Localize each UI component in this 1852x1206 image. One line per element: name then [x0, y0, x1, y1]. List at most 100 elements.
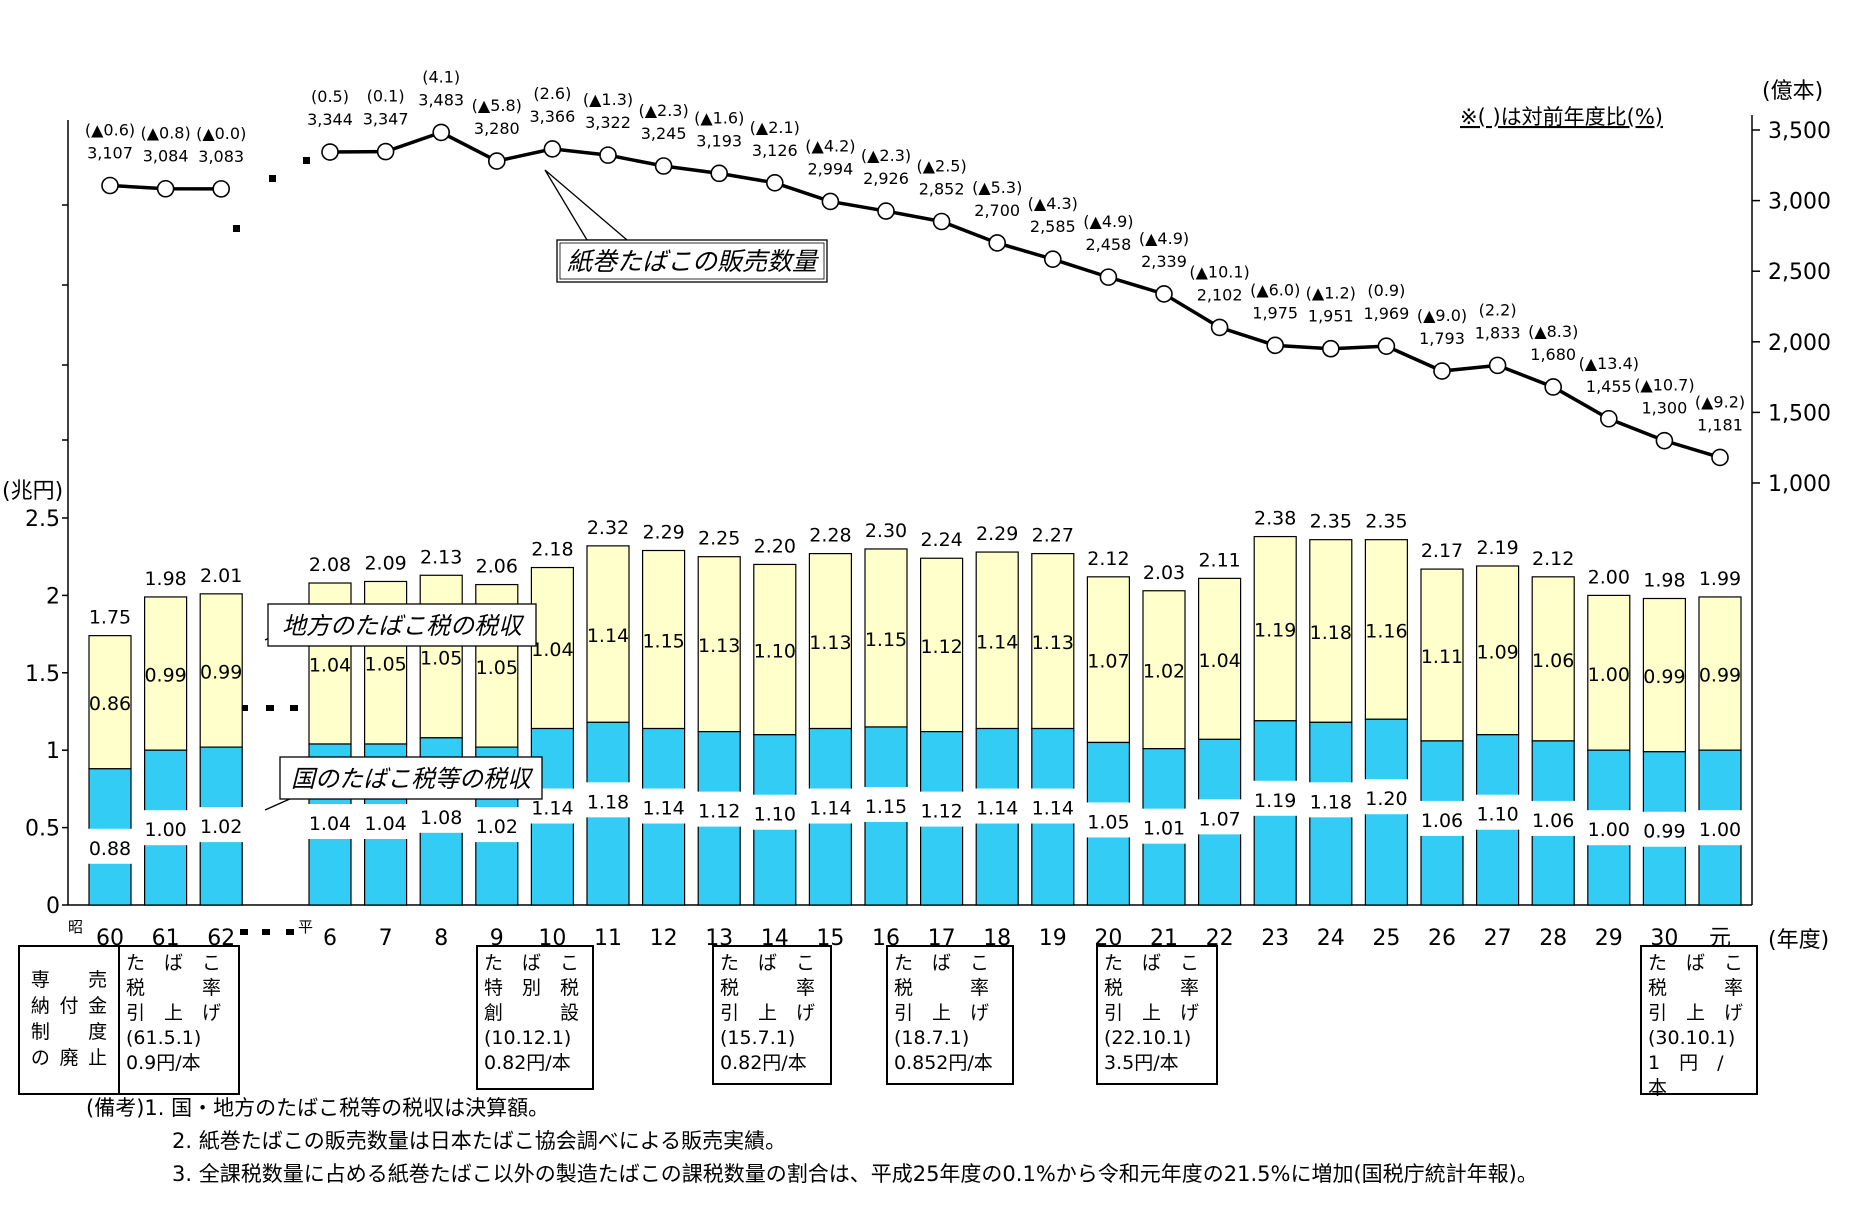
x-tick-label: 8 [434, 926, 448, 951]
x-tick-label: 12 [650, 926, 678, 951]
sales-point [1433, 362, 1451, 380]
bar-local [864, 548, 908, 728]
sales-yoy-label: (▲9.0) [1417, 306, 1467, 325]
sales-value-label: 3,322 [585, 113, 631, 132]
bar-label-band [363, 804, 408, 840]
x-unit: (年度) [1768, 928, 1829, 953]
national-value-label: 1.12 [698, 801, 740, 823]
local-value-label: 1.13 [809, 632, 851, 654]
bar-local [1531, 576, 1575, 742]
national-value-label: 1.06 [1532, 810, 1574, 832]
total-value-label: 2.13 [420, 546, 462, 568]
national-value-label: 1.14 [642, 798, 684, 820]
local-value-label: 1.13 [698, 635, 740, 657]
local-value-label: 1.04 [1198, 650, 1240, 672]
sales-value-label: 2,994 [807, 159, 853, 178]
note-box-monopoly-column: 付 廃 [59, 967, 78, 1089]
bar-label-band [474, 807, 519, 843]
sales-line-segment-heisei [329, 130, 1721, 460]
note-box-1998-line: (10.12.1) [484, 1027, 572, 1049]
local-value-label: 1.13 [1032, 632, 1074, 654]
remarks: (備考)1. 国・地方のたばこ税等の税収は決算額。 2. 紙巻たばこの販売数量は… [86, 1092, 1538, 1191]
sales-point [988, 234, 1007, 252]
bar-label-band [1253, 780, 1298, 816]
total-value-label: 2.01 [200, 565, 242, 587]
bar-label-band [308, 804, 352, 840]
sales-yoy-label: (▲10.7) [1634, 376, 1694, 395]
sales-point [1711, 448, 1729, 467]
sales-yoy-label: (▲0.0) [196, 124, 246, 143]
local-value-label: 1.10 [754, 641, 796, 663]
total-value-label: 2.30 [865, 520, 907, 542]
sales-point [1544, 378, 1562, 396]
national-value-label: 1.20 [1365, 788, 1407, 810]
note-box-2018-line: 引 上 げ [1648, 1002, 1744, 1024]
total-value-label: 2.03 [1143, 562, 1185, 584]
sales-yoy-label: (▲6.0) [1250, 280, 1300, 299]
total-value-label: 2.08 [309, 554, 351, 576]
sales-yoy-label: (▲5.8) [472, 96, 522, 115]
note-box-2010-line: 引 上 げ [1104, 1002, 1200, 1024]
note-box-2003: た ば こ税 率引 上 げ (15.7.1) 0.82円/本 [712, 945, 832, 1085]
total-value-label: 2.24 [920, 529, 962, 551]
note-box-2018-line: (30.10.1) [1648, 1027, 1736, 1049]
sales-point [599, 146, 617, 164]
local-value-label: 0.99 [200, 661, 242, 683]
sales-yoy-label: (▲1.3) [583, 90, 633, 109]
local-value-label: 1.04 [531, 639, 573, 661]
total-value-label: 2.12 [1087, 548, 1129, 570]
axes: 0 0.5 1 1.5 2 2.5 1,000 1,500 2,000 2,500 3,000 3,5… [25, 115, 1831, 951]
note-box-monopoly-char [59, 1019, 78, 1045]
national-value-label: 1.14 [531, 798, 573, 820]
note-box-monopoly-char: の [30, 1047, 50, 1069]
note-box-1998-line: 創 設 [484, 1002, 580, 1024]
sales-point [212, 180, 230, 198]
sales-value-label: 3,126 [752, 141, 798, 160]
sales-point [1377, 337, 1396, 355]
sales-point [376, 142, 395, 161]
total-value-label: 2.35 [1365, 511, 1407, 533]
y-left-tick-label: 1 [46, 739, 60, 764]
bar-local [975, 551, 1019, 730]
national-value-label: 1.18 [1310, 791, 1352, 813]
note-box-2010-line: (22.10.1) [1104, 1027, 1192, 1049]
sales-point [1099, 268, 1118, 286]
local-value-label: 1.02 [1143, 661, 1185, 683]
local-value-label: 1.05 [476, 657, 518, 679]
note-box-monopoly-char: 専 [30, 969, 50, 991]
bar-break-dot [290, 705, 298, 711]
x-tick-label: 11 [594, 926, 622, 951]
bar-local [144, 596, 188, 751]
local-value-label: 1.15 [642, 631, 684, 653]
national-value-label: 1.14 [1032, 798, 1074, 820]
remark-3: 3. 全課税数量に占める紙巻たばこ以外の製造たばこの課税数量の割合は、平成25年… [172, 1162, 1538, 1186]
sales-value-label: 1,951 [1308, 307, 1354, 326]
sales-value-label: 3,347 [363, 110, 409, 129]
national-value-label: 1.02 [200, 816, 242, 838]
axis-break-dot [262, 929, 270, 935]
sales-value-label: 2,458 [1085, 235, 1131, 254]
axis-break-dot [240, 929, 248, 935]
total-value-label: 2.32 [587, 517, 629, 539]
sales-value-label: 1,680 [1530, 345, 1576, 364]
total-value-label: 2.29 [976, 523, 1018, 545]
national-value-label: 1.02 [476, 816, 518, 838]
total-value-label: 2.09 [364, 552, 406, 574]
national-value-label: 1.04 [364, 813, 406, 835]
total-value-label: 1.98 [1643, 569, 1685, 591]
note-box-2003-line: (15.7.1) [720, 1027, 796, 1049]
labels: 0.88 0.86 1.75 1.00 0.99 1.98 1.02 0.99 2.01 1.04… [85, 67, 1745, 859]
note-box-2018: た ば こ税 率引 上 げ (30.10.1) 1 円 / 本 [1640, 945, 1758, 1099]
sales-yoy-label: (▲2.1) [750, 118, 800, 137]
sales-yoy-label: (2.6) [533, 84, 571, 103]
national-value-label: 1.14 [976, 798, 1018, 820]
note-box-1998: た ば こ特 別 税創 設 (10.12.1) 0.82円/本 [476, 945, 594, 1090]
bar-local [199, 593, 243, 748]
national-value-label: 1.00 [1588, 819, 1630, 841]
total-value-label: 2.20 [754, 535, 796, 557]
bar-local [753, 563, 797, 736]
bar-label-band [641, 788, 686, 824]
bar-label-band [919, 791, 964, 827]
y-right-unit: (億本) [1762, 79, 1823, 104]
axis-break-dot [286, 929, 294, 935]
